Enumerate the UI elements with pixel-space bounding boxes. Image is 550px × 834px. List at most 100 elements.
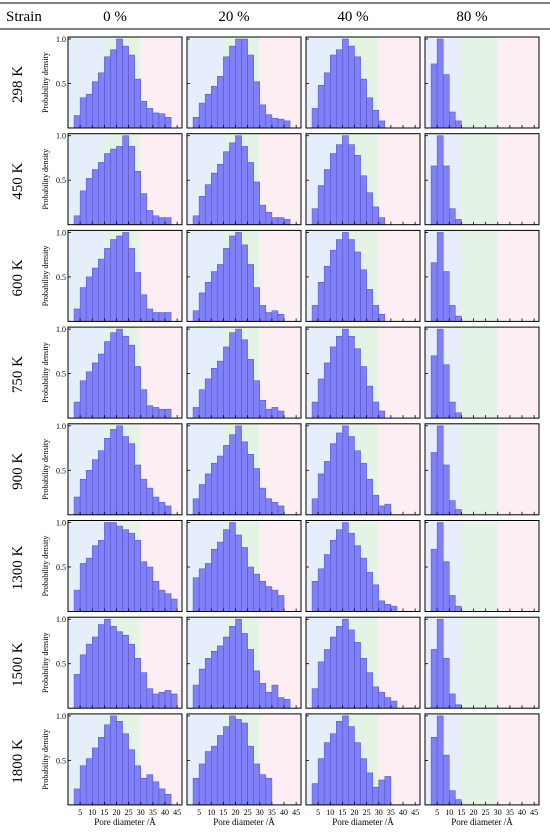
histogram-bar bbox=[360, 366, 367, 419]
histogram-bar bbox=[342, 618, 349, 709]
histogram-bar bbox=[247, 54, 254, 129]
histogram-bar bbox=[98, 540, 105, 612]
panel-1500-k-80 bbox=[424, 616, 540, 709]
histogram-bar bbox=[98, 353, 105, 419]
band-pink bbox=[497, 617, 539, 709]
histogram-bar bbox=[311, 208, 319, 225]
histogram-bar bbox=[354, 642, 361, 709]
histogram-bar bbox=[158, 589, 166, 612]
histogram-bar bbox=[192, 310, 200, 322]
histogram-bar bbox=[158, 788, 166, 806]
histogram-bar bbox=[235, 534, 242, 612]
histogram-bar bbox=[317, 185, 325, 225]
temperature-label-1800-k: 1800 K bbox=[10, 739, 26, 784]
histogram-bar bbox=[223, 248, 230, 322]
histogram-bar bbox=[140, 193, 148, 225]
panel-frame bbox=[67, 326, 183, 419]
panel-450-k-0: 0.5 1.0 Probability density bbox=[41, 132, 183, 226]
panel-600-k-40 bbox=[305, 229, 421, 322]
panel-750-k-20 bbox=[186, 326, 302, 419]
y-tick-label: 0.5 bbox=[56, 273, 66, 282]
x-tick-label: 30 bbox=[375, 808, 383, 817]
histogram-bar bbox=[372, 686, 380, 709]
temperature-label-298-k: 298 K bbox=[10, 66, 26, 103]
y-tick-label: 0.5 bbox=[56, 660, 66, 669]
histogram-bar bbox=[323, 169, 331, 225]
x-tick-label: 45 bbox=[411, 808, 419, 817]
histogram-bar bbox=[455, 219, 462, 225]
histogram-bar bbox=[229, 522, 236, 612]
histogram-bar bbox=[265, 691, 273, 709]
temperature-row-labels: 298 K 450 K 600 K 750 K 900 K 1300 K 1500 K 180… bbox=[10, 66, 26, 784]
histogram-bar bbox=[342, 425, 349, 516]
histogram-bar bbox=[204, 378, 212, 419]
x-tick-label: 25 bbox=[125, 808, 133, 817]
histogram-bar bbox=[98, 737, 105, 806]
histogram-bar bbox=[198, 668, 206, 709]
band-green bbox=[461, 423, 498, 515]
histogram-bar bbox=[247, 162, 254, 225]
panel-frame bbox=[186, 229, 302, 322]
histogram-bar bbox=[241, 722, 248, 806]
histogram-bar bbox=[170, 693, 178, 709]
histogram-bar bbox=[158, 312, 166, 322]
histogram-bar bbox=[442, 561, 450, 612]
histogram-bar bbox=[372, 305, 380, 322]
histogram-bar bbox=[241, 38, 248, 129]
x-tick-label: 35 bbox=[149, 808, 157, 817]
histogram-bar bbox=[73, 215, 81, 225]
histogram-bar bbox=[442, 658, 450, 709]
histogram-bar bbox=[265, 777, 273, 806]
histogram-bar bbox=[128, 344, 135, 419]
histogram-bar bbox=[265, 114, 273, 129]
histogram-bar bbox=[330, 540, 337, 612]
histogram-bar bbox=[223, 346, 230, 419]
band-pink bbox=[378, 423, 420, 515]
histogram-bar bbox=[229, 332, 236, 419]
y-axis-label: Probability density bbox=[41, 536, 50, 597]
histogram-bar bbox=[436, 135, 444, 225]
histogram-bar bbox=[378, 217, 386, 225]
histogram-bar bbox=[204, 473, 212, 516]
histogram-bar bbox=[372, 584, 380, 612]
histogram-bar bbox=[85, 178, 93, 225]
y-tick-label: 0.5 bbox=[56, 563, 66, 572]
histogram-bar bbox=[354, 251, 361, 322]
histogram-bar bbox=[449, 305, 456, 322]
histogram-bar bbox=[217, 541, 224, 612]
histogram-bar bbox=[134, 366, 142, 419]
histogram-bar bbox=[348, 629, 355, 709]
histogram-bar bbox=[164, 312, 172, 322]
y-axis-label: Probability density bbox=[41, 632, 50, 693]
panel-1300-k-20 bbox=[186, 520, 302, 612]
histogram-bar bbox=[217, 735, 224, 806]
histogram-bar bbox=[110, 148, 117, 225]
histogram-bar bbox=[449, 401, 456, 419]
histogram-bar bbox=[430, 548, 438, 612]
histogram-bar bbox=[192, 407, 200, 419]
histogram-bar bbox=[277, 410, 285, 419]
histogram-bar bbox=[384, 604, 392, 612]
histogram-bar bbox=[384, 697, 392, 709]
band-pink bbox=[378, 327, 420, 419]
histogram-bar bbox=[442, 754, 450, 806]
histogram-bar bbox=[146, 566, 154, 612]
histogram-bar bbox=[73, 401, 81, 419]
histogram-bar bbox=[323, 649, 331, 709]
histogram-bar bbox=[211, 172, 218, 225]
histogram-bar bbox=[85, 758, 93, 806]
y-axis-label: Probability density bbox=[41, 246, 50, 307]
band-pink bbox=[497, 230, 539, 322]
histogram-bar bbox=[430, 355, 438, 419]
panel-frame bbox=[67, 520, 183, 612]
y-tick-label: 1.0 bbox=[56, 228, 66, 237]
histogram-bar bbox=[360, 269, 367, 322]
histogram-bar bbox=[348, 436, 355, 516]
histogram-bar bbox=[152, 215, 160, 225]
histogram-bar bbox=[455, 605, 462, 612]
histogram-bar bbox=[253, 763, 261, 806]
histogram-bar bbox=[330, 153, 337, 225]
temperature-label-1300-k: 1300 K bbox=[10, 546, 26, 591]
histogram-bar bbox=[430, 262, 438, 322]
strain-column-headers: 0 % 20 % 40 % 80 % bbox=[103, 9, 488, 25]
